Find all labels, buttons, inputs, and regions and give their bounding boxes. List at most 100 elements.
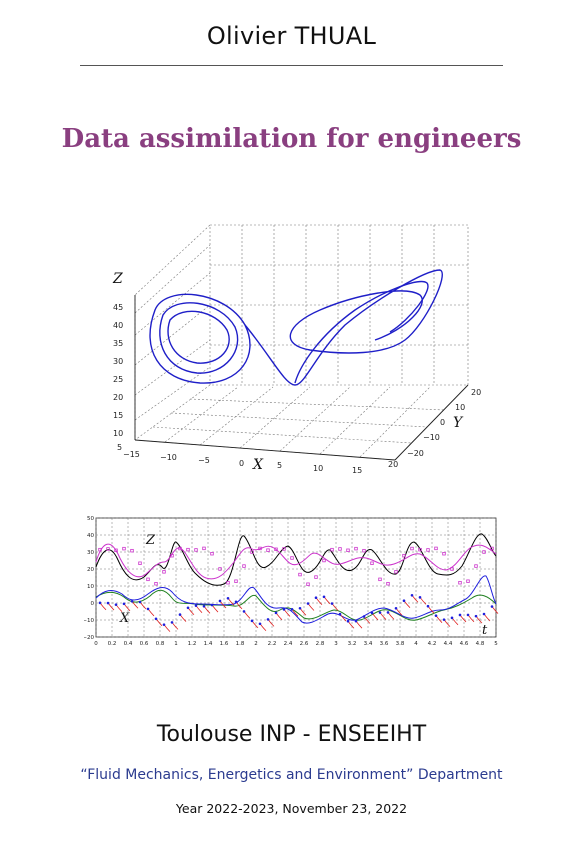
z-observation-point	[418, 547, 422, 552]
z-observation-point	[114, 548, 118, 552]
z-observation-point	[386, 582, 390, 586]
y-tick-label: −20	[84, 635, 94, 641]
z-observation-point	[378, 577, 382, 582]
z-observation-point	[274, 547, 278, 551]
lorenz-3d-chart: 45 40 35 30 25 20 15 10 5 −15 −10 −5 0 5…	[112, 224, 481, 475]
y-tick-label: 0	[91, 601, 95, 607]
x-observation-point	[434, 614, 438, 617]
z-observation-point	[298, 572, 302, 577]
z-observation-point	[426, 548, 430, 552]
x-tick-0: 0	[239, 459, 244, 468]
z-observation-point	[306, 582, 310, 586]
x-observation-point	[402, 599, 406, 603]
document-title: Data assimilation for engineers	[61, 124, 522, 154]
x-observation-point	[226, 596, 230, 600]
z-observation-point	[450, 567, 454, 571]
z-observation-point	[482, 550, 486, 554]
x-observation-point	[298, 606, 302, 610]
x-observation-point	[258, 622, 262, 626]
x-tick-label: 2	[254, 641, 258, 647]
x-observation-point	[386, 611, 390, 614]
x-observation-point	[354, 619, 358, 623]
z-observation-point	[138, 561, 142, 565]
z-observations	[98, 546, 494, 586]
x-observation-point	[146, 607, 150, 611]
x-tick-label: 4.8	[476, 641, 485, 647]
z-observation-point	[434, 546, 438, 551]
x-observation-point	[242, 610, 246, 613]
title-rule	[80, 65, 503, 66]
z-observation-point	[258, 546, 262, 551]
plot-grid	[95, 517, 497, 638]
x-tick-15: 15	[352, 466, 362, 475]
x-tick-m15: −15	[123, 450, 140, 459]
z-observation-point	[106, 547, 110, 551]
z-tick-30: 30	[113, 357, 123, 366]
z-observation-point	[218, 567, 222, 571]
x-tick-label: 2.6	[300, 641, 309, 647]
z-observation-point	[266, 548, 270, 552]
z-observation-point	[186, 547, 190, 552]
y-tick-m20: −20	[407, 449, 424, 458]
x-observation-point	[154, 617, 158, 621]
x-observation-point	[338, 612, 342, 616]
z-tick-40: 40	[113, 321, 123, 330]
x-tick-label: 3	[334, 641, 338, 647]
x-observation-point	[194, 604, 198, 607]
author-name: Olivier THUAL	[206, 22, 377, 50]
y-tick-label: 10	[87, 584, 94, 590]
z-observation-point	[458, 581, 462, 585]
x-tick-label: 0.8	[156, 641, 165, 647]
z-observation-point	[234, 579, 238, 583]
z-tick-10: 10	[113, 429, 123, 438]
z-tick-35: 35	[113, 339, 123, 348]
z-observation-point	[194, 548, 198, 552]
z-observation-point	[146, 577, 150, 582]
z-observation-point	[490, 546, 494, 551]
x-tick-label: 0.4	[124, 641, 133, 647]
x-observation-point	[426, 604, 430, 608]
x-observation-point	[330, 602, 334, 605]
y-axis-label: Y	[453, 415, 464, 431]
x-observation-point	[114, 603, 118, 606]
y-tick-label: 40	[87, 533, 94, 539]
y-tick-label: 50	[87, 516, 94, 522]
x-observation-point	[98, 601, 102, 605]
lorenz-trajectory	[149, 269, 443, 386]
z-observation-point	[322, 558, 326, 563]
z-observation-point	[466, 579, 470, 583]
z-observation-point	[314, 575, 318, 579]
x-tick-m5: −5	[198, 456, 210, 465]
z-observation-point	[282, 547, 286, 551]
date-line: Year 2022-2023, November 23, 2022	[175, 801, 408, 816]
z-observation-point	[410, 546, 414, 551]
institution-name: Toulouse INP - ENSEEIHT	[156, 722, 427, 747]
z-observation-point	[162, 570, 166, 574]
z-observation-point	[250, 550, 254, 554]
x-tick-label: 0.6	[140, 641, 149, 647]
x-observation-point	[450, 616, 454, 620]
x-series-label: X	[119, 611, 130, 626]
x-tick-label: 1.6	[220, 641, 229, 647]
z-estimate-curve	[95, 543, 497, 580]
x-observation-point	[418, 596, 422, 599]
z-observation-point	[370, 561, 374, 565]
x-tick-label: 1.2	[188, 641, 197, 647]
x-tick-label: 2.2	[268, 641, 277, 647]
x-observation-point	[306, 602, 310, 605]
x-observation-point	[378, 611, 382, 614]
chart-3d-axes	[134, 295, 469, 461]
x-tick-20: 20	[388, 460, 398, 469]
x-tick-label: 5	[494, 641, 498, 647]
x-observation-point	[346, 619, 350, 623]
z-observation-point	[442, 552, 446, 556]
y-tick-10: 10	[455, 403, 465, 412]
x-observation-point	[362, 615, 366, 618]
x-tick-label: 4.6	[460, 641, 469, 647]
y-tick-label: −10	[84, 618, 94, 624]
z-axis-label: Z	[112, 271, 123, 287]
z-observation-point	[178, 546, 182, 551]
x-observation-point	[170, 621, 174, 624]
x-observation-point	[442, 618, 446, 621]
x-observation-point	[314, 596, 318, 600]
